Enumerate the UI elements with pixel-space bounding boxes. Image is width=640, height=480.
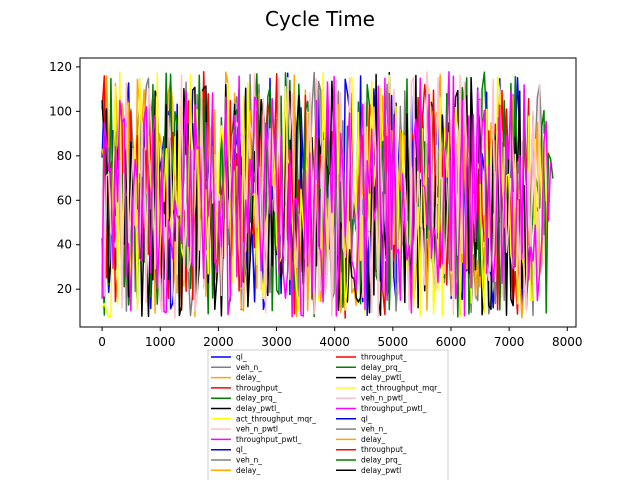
legend-label: throughput_ — [361, 445, 407, 454]
legend-label: delay_pwtl — [361, 466, 401, 475]
x-tick-label: 4000 — [319, 335, 350, 349]
plot-frame — [79, 57, 577, 328]
x-tick-label: 7000 — [494, 335, 525, 349]
legend-label: veh_n_pwtl_ — [236, 425, 282, 434]
legend-label: delay_pwtl_ — [236, 404, 280, 413]
x-tick-label: 1000 — [145, 335, 176, 349]
legend-label: veh_n_ — [236, 456, 262, 465]
y-tick-label: 80 — [57, 149, 72, 163]
y-tick-label: 120 — [49, 60, 72, 74]
legend-label: throughput_pwtl_ — [361, 404, 427, 413]
legend-label: act_throughput_mqr_ — [236, 414, 316, 423]
legend: ql_veh_n_delay_throughput_delay_prq_dela… — [207, 349, 449, 480]
legend-label: ql_ — [236, 445, 247, 454]
x-tick-label: 0 — [98, 335, 106, 349]
x-tick-label: 6000 — [436, 335, 467, 349]
legend-label: delay_ — [236, 373, 260, 382]
y-tick-label: 100 — [49, 104, 72, 118]
legend-label: act_throughput_mqr_ — [361, 383, 441, 392]
y-tick-label: 20 — [57, 282, 72, 296]
legend-box — [207, 349, 449, 480]
y-tick-label: 40 — [57, 238, 72, 252]
legend-label: delay_ — [236, 466, 260, 475]
legend-label: delay_prq_ — [361, 363, 402, 372]
legend-label: veh_n_ — [236, 363, 262, 372]
axes-layer: 0 1000 2000 3000 4000 5000 6000 7000 8000 20 40 60 8… — [49, 60, 582, 349]
legend-label: throughput_ — [236, 383, 282, 392]
legend-label: ql_ — [361, 414, 372, 423]
x-tick-label: 5000 — [378, 335, 409, 349]
x-tick-label: 3000 — [261, 335, 292, 349]
legend-label: delay_pwtl_ — [361, 373, 405, 382]
chart-title: Cycle Time — [265, 7, 375, 31]
legend-label: veh_n_ — [361, 425, 387, 434]
x-tick-label: 2000 — [203, 335, 234, 349]
legend-label: veh_n_pwtl_ — [361, 394, 407, 403]
series-line-throughput-pwtl — [101, 71, 552, 318]
legend-label: delay_prq_ — [236, 394, 277, 403]
legend-label: delay_prq_ — [361, 456, 402, 465]
x-tick-label: 8000 — [552, 335, 583, 349]
legend-label: delay_ — [361, 435, 385, 444]
legend-label: ql_ — [236, 353, 247, 362]
y-tick-label: 60 — [57, 193, 72, 207]
legend-label: throughput_pwtl_ — [236, 435, 302, 444]
legend-label: throughput_ — [361, 353, 407, 362]
series-layer — [101, 71, 554, 319]
